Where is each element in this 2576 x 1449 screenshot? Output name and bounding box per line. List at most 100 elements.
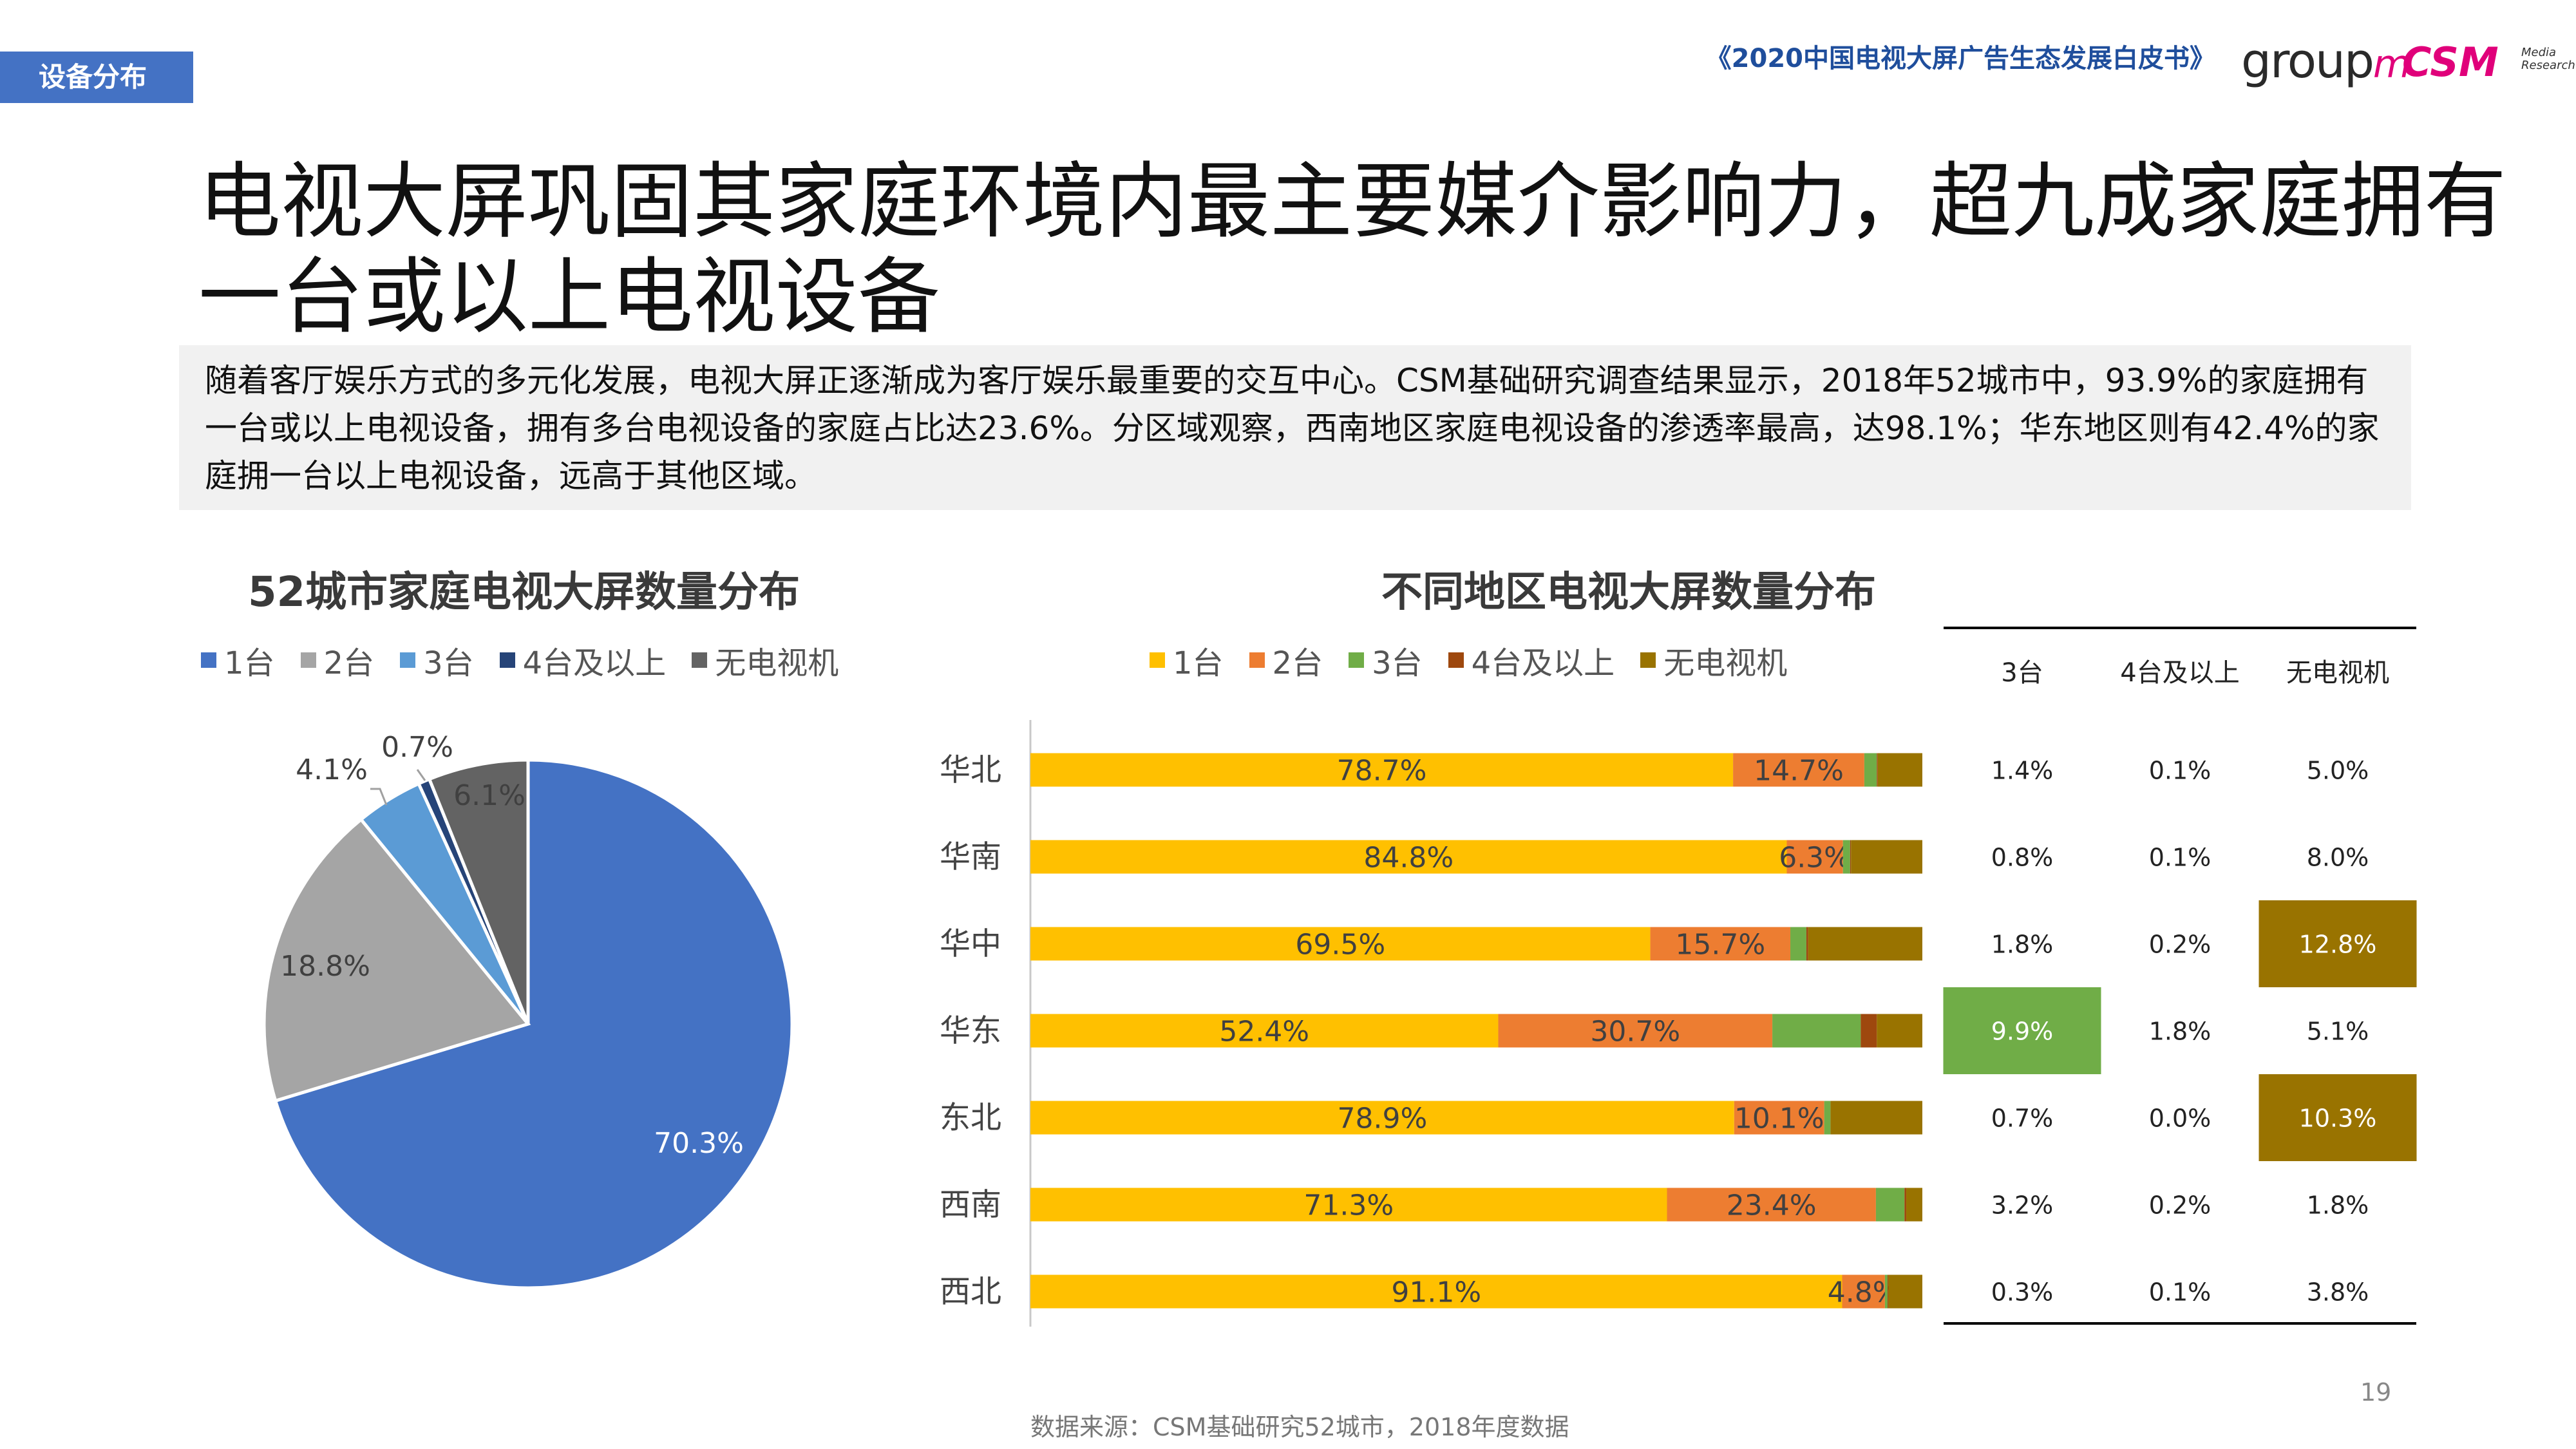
bar-segment [1888,1274,1922,1309]
bar-segment [1030,1274,1842,1309]
bar-legend-swatch [1249,652,1265,668]
bar-segment [1030,1188,1667,1222]
bar-legend-item: 无电视机 [1640,638,1787,683]
description-text: 随着客厅娱乐方式的多元化发展，电视大屏正逐渐成为客厅娱乐最重要的交互中心。CSM… [179,345,2411,510]
table-cell: 1.8% [1991,931,2054,959]
bar-data-label: 10.1% [1734,1103,1824,1135]
bar-data-label: 78.9% [1337,1103,1427,1135]
bar-legend-item: 1台 [1150,638,1224,683]
bar-segment [1650,927,1791,961]
bar-segment [1877,1014,1922,1048]
bar-segment [1842,1274,1885,1309]
bar-segment [1884,1274,1888,1309]
bar-chart-title: 不同地区电视大屏数量分布 [1381,569,1876,616]
table-cell: 1.8% [2149,1018,2211,1046]
pie-leader-line [416,769,426,781]
csm-logo: CSM [2402,39,2499,86]
pie-slice [427,758,530,1025]
bar-segment [1498,1014,1773,1048]
bar-segment [1850,840,1852,874]
table-cell: 0.8% [1991,844,2054,872]
pie-legend-item: 2台 [300,638,375,683]
bar-segment [1030,840,1787,874]
pie-data-label: 6.1% [453,779,526,812]
bar-segment [1842,840,1850,874]
groupm-logo-m: m [2372,42,2410,87]
table-cell: 0.7% [1991,1104,2054,1133]
bar-segment [1733,753,1864,787]
bar-segment [1030,1014,1499,1048]
bar-legend-label: 2台 [1272,645,1323,681]
pie-legend-swatch [692,652,708,668]
bar-legend-label: 3台 [1372,645,1423,681]
bar-data-label: 69.5% [1295,929,1385,961]
bar-category-label: 华北 [940,752,1001,788]
table-column-header: 4台及以上 [2120,658,2239,688]
bar-segment [1851,840,1922,874]
pie-legend-item: 4台及以上 [499,638,667,683]
table-cell: 1.4% [1991,757,2054,785]
table-cell: 0.2% [2149,1191,2211,1220]
bar-data-label: 6.3% [1779,842,1851,875]
table-column-header: 3台 [2001,658,2043,688]
bar-segment [1030,1101,1734,1135]
table-column-header: 无电视机 [2286,658,2389,688]
bar-data-label: 71.3% [1303,1189,1394,1222]
bar-segment [1734,1101,1824,1135]
bar-data-label: 84.8% [1363,842,1454,875]
bar-legend-swatch [1150,652,1165,668]
page-number: 19 [2360,1378,2392,1406]
pie-slice [262,817,531,1103]
bar-data-label: 91.1% [1391,1276,1481,1309]
bar-segment [1861,1014,1877,1048]
bar-data-label: 30.7% [1590,1016,1680,1048]
table-cell: 0.1% [2149,1278,2211,1307]
pie-legend: 1台 2台 3台 4台及以上 无电视机 [201,638,838,683]
pie-chart-title: 52城市家庭电视大屏数量分布 [248,569,800,616]
page-title: 电视大屏巩固其家庭环境内最主要媒介影响力，超九成家庭拥有一台或以上电视设备 [198,154,2507,345]
table-cell: 5.1% [2307,1018,2369,1046]
bar-category-label: 华东 [940,1013,1001,1049]
bar-data-label: 15.7% [1675,929,1765,961]
bar-segment [1790,927,1806,961]
bar-segment [1906,1188,1922,1222]
bar-data-label: 23.4% [1727,1189,1817,1222]
bar-legend: 1台 2台 3台 4台及以上 无电视机 [1150,638,1787,683]
table-cell: 8.0% [2307,844,2369,872]
table-highlight-cell [2259,1074,2417,1161]
bar-legend-label: 无电视机 [1663,645,1788,681]
bar-segment [1808,927,1922,961]
bar-segment [1772,1014,1861,1048]
table-cell: 5.0% [2307,757,2369,785]
table-highlight-cell [1943,987,2101,1074]
bar-segment [1904,1188,1907,1222]
table-cell: 12.8% [2299,931,2377,959]
table-cell: 10.3% [2299,1104,2377,1133]
pie-legend-item: 1台 [201,638,275,683]
bar-segment [1030,753,1734,787]
bar-legend-item: 4台及以上 [1448,638,1615,683]
bar-legend-item: 3台 [1349,638,1423,683]
pie-data-label: 0.7% [381,731,453,764]
bar-segment [1806,927,1808,961]
table-cell: 9.9% [1991,1018,2054,1046]
bar-legend-label: 4台及以上 [1471,645,1615,681]
pie-legend-label: 2台 [323,645,375,681]
table-cell: 0.2% [2149,931,2211,959]
bar-legend-swatch [1349,652,1365,668]
table-cell: 0.1% [2149,844,2211,872]
pie-legend-label: 4台及以上 [522,645,667,681]
bar-legend-label: 1台 [1173,645,1224,681]
table-cell: 0.0% [2149,1104,2211,1133]
pie-legend-label: 3台 [423,645,474,681]
bar-segment [1830,1101,1922,1135]
pie-slice [273,758,794,1290]
bar-legend-swatch [1640,652,1656,668]
bar-data-label: 52.4% [1219,1016,1309,1048]
table-cell: 3.8% [2307,1278,2369,1307]
report-title: 《2020中国电视大屏广告生态发展白皮书》 [1705,44,2215,73]
section-tag: 设备分布 [0,52,193,103]
pie-legend-item: 3台 [400,638,474,683]
